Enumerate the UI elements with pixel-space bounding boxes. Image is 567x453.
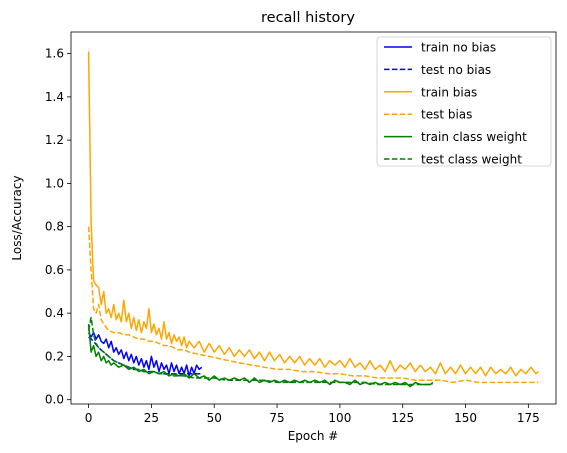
x-tick-label: 150 [454,411,477,425]
legend-box [376,36,552,167]
legend-entry: test class weight [421,153,522,167]
x-tick-label: 50 [207,411,222,425]
legend-entry: test no bias [421,63,491,77]
series-line-test-bias [87,226,539,384]
series-line-train-no-bias [87,331,203,377]
y-tick-label: 1.0 [45,176,64,190]
x-axis-label: Epoch # [288,429,339,443]
y-tick-label: 0.8 [45,220,64,234]
y-tick-label: 1.4 [45,90,64,104]
x-tick-label: 25 [144,411,159,425]
y-tick-label: 1.6 [45,47,64,61]
axes-frame [70,31,557,405]
x-tick-label: 75 [269,411,284,425]
legend-entry: train no bias [421,41,496,55]
chart-title: recall history [261,10,355,26]
y-tick-label: 0.6 [45,263,64,277]
x-tick-label: 175 [517,411,540,425]
y-axis: 0.0 0.2 0.4 0.6 0.8 1.0 1.2 1.4 1.6 [45,47,71,407]
x-tick-label: 0 [85,411,93,425]
y-axis-label: Loss/Accuracy [10,175,24,260]
legend-entry: train bias [421,85,477,99]
legend: train no bias test no bias train bias test … [376,36,552,167]
series-line-test-class-weight [87,316,433,386]
x-tick-label: 100 [328,411,351,425]
y-tick-label: 1.2 [45,133,64,147]
plot-area [87,51,539,388]
y-tick-label: 0.2 [45,349,64,363]
series-line-train-bias [87,51,539,377]
y-tick-label: 0.0 [45,393,64,407]
legend-entry: train class weight [421,130,527,144]
legend-entry: test bias [421,108,472,122]
x-tick-label: 125 [391,411,414,425]
x-axis: 0 25 50 75 100 125 150 175 [85,404,540,425]
y-tick-label: 0.4 [45,306,64,320]
